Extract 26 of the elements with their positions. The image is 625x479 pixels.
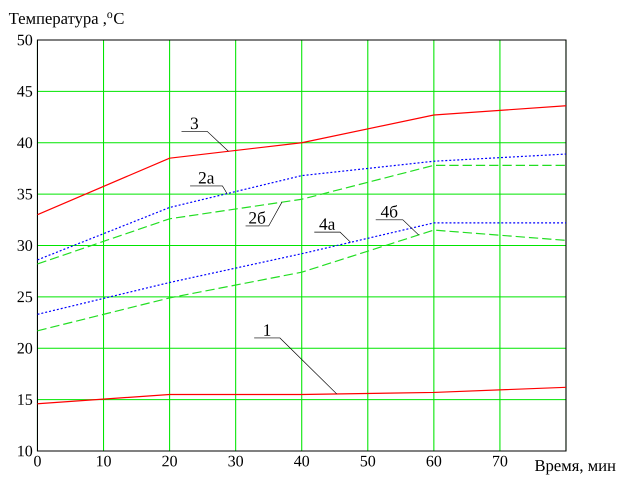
y-tick-label: 25 xyxy=(18,292,32,302)
series-label: 2б xyxy=(249,211,266,224)
y-tick-label: 40 xyxy=(17,137,32,148)
y-tick-label: 20 xyxy=(18,342,32,354)
x-axis-title: Время, мин xyxy=(534,460,616,475)
x-tick-label: 50 xyxy=(360,456,376,466)
x-tick-label: 30 xyxy=(228,456,244,466)
x-tick-label: 0 xyxy=(34,456,41,466)
series-label: 4а xyxy=(319,218,336,230)
y-tick-label: 15 xyxy=(18,394,32,405)
series-label: 2а xyxy=(198,172,214,184)
x-tick-label: 20 xyxy=(162,456,177,466)
y-axis-title: Температура ,$^{o}$C xyxy=(8,12,124,28)
series-label: 4б xyxy=(380,205,398,218)
x-tick-label: 10 xyxy=(96,456,111,466)
x-tick-label: 40 xyxy=(294,456,310,466)
y-tick-label: 50 xyxy=(18,34,32,46)
series-label: 3 xyxy=(190,118,198,130)
y-tick-label: 45 xyxy=(17,86,32,97)
y-tick-label: 30 xyxy=(18,240,32,251)
line-series xyxy=(36,386,567,404)
text: 1 xyxy=(264,324,270,336)
x-tick-label: 60 xyxy=(426,456,442,466)
y-tick-label: 35 xyxy=(18,188,32,200)
y-tick-label: 10 xyxy=(18,446,32,456)
x-tick-label: 70 xyxy=(493,456,508,466)
